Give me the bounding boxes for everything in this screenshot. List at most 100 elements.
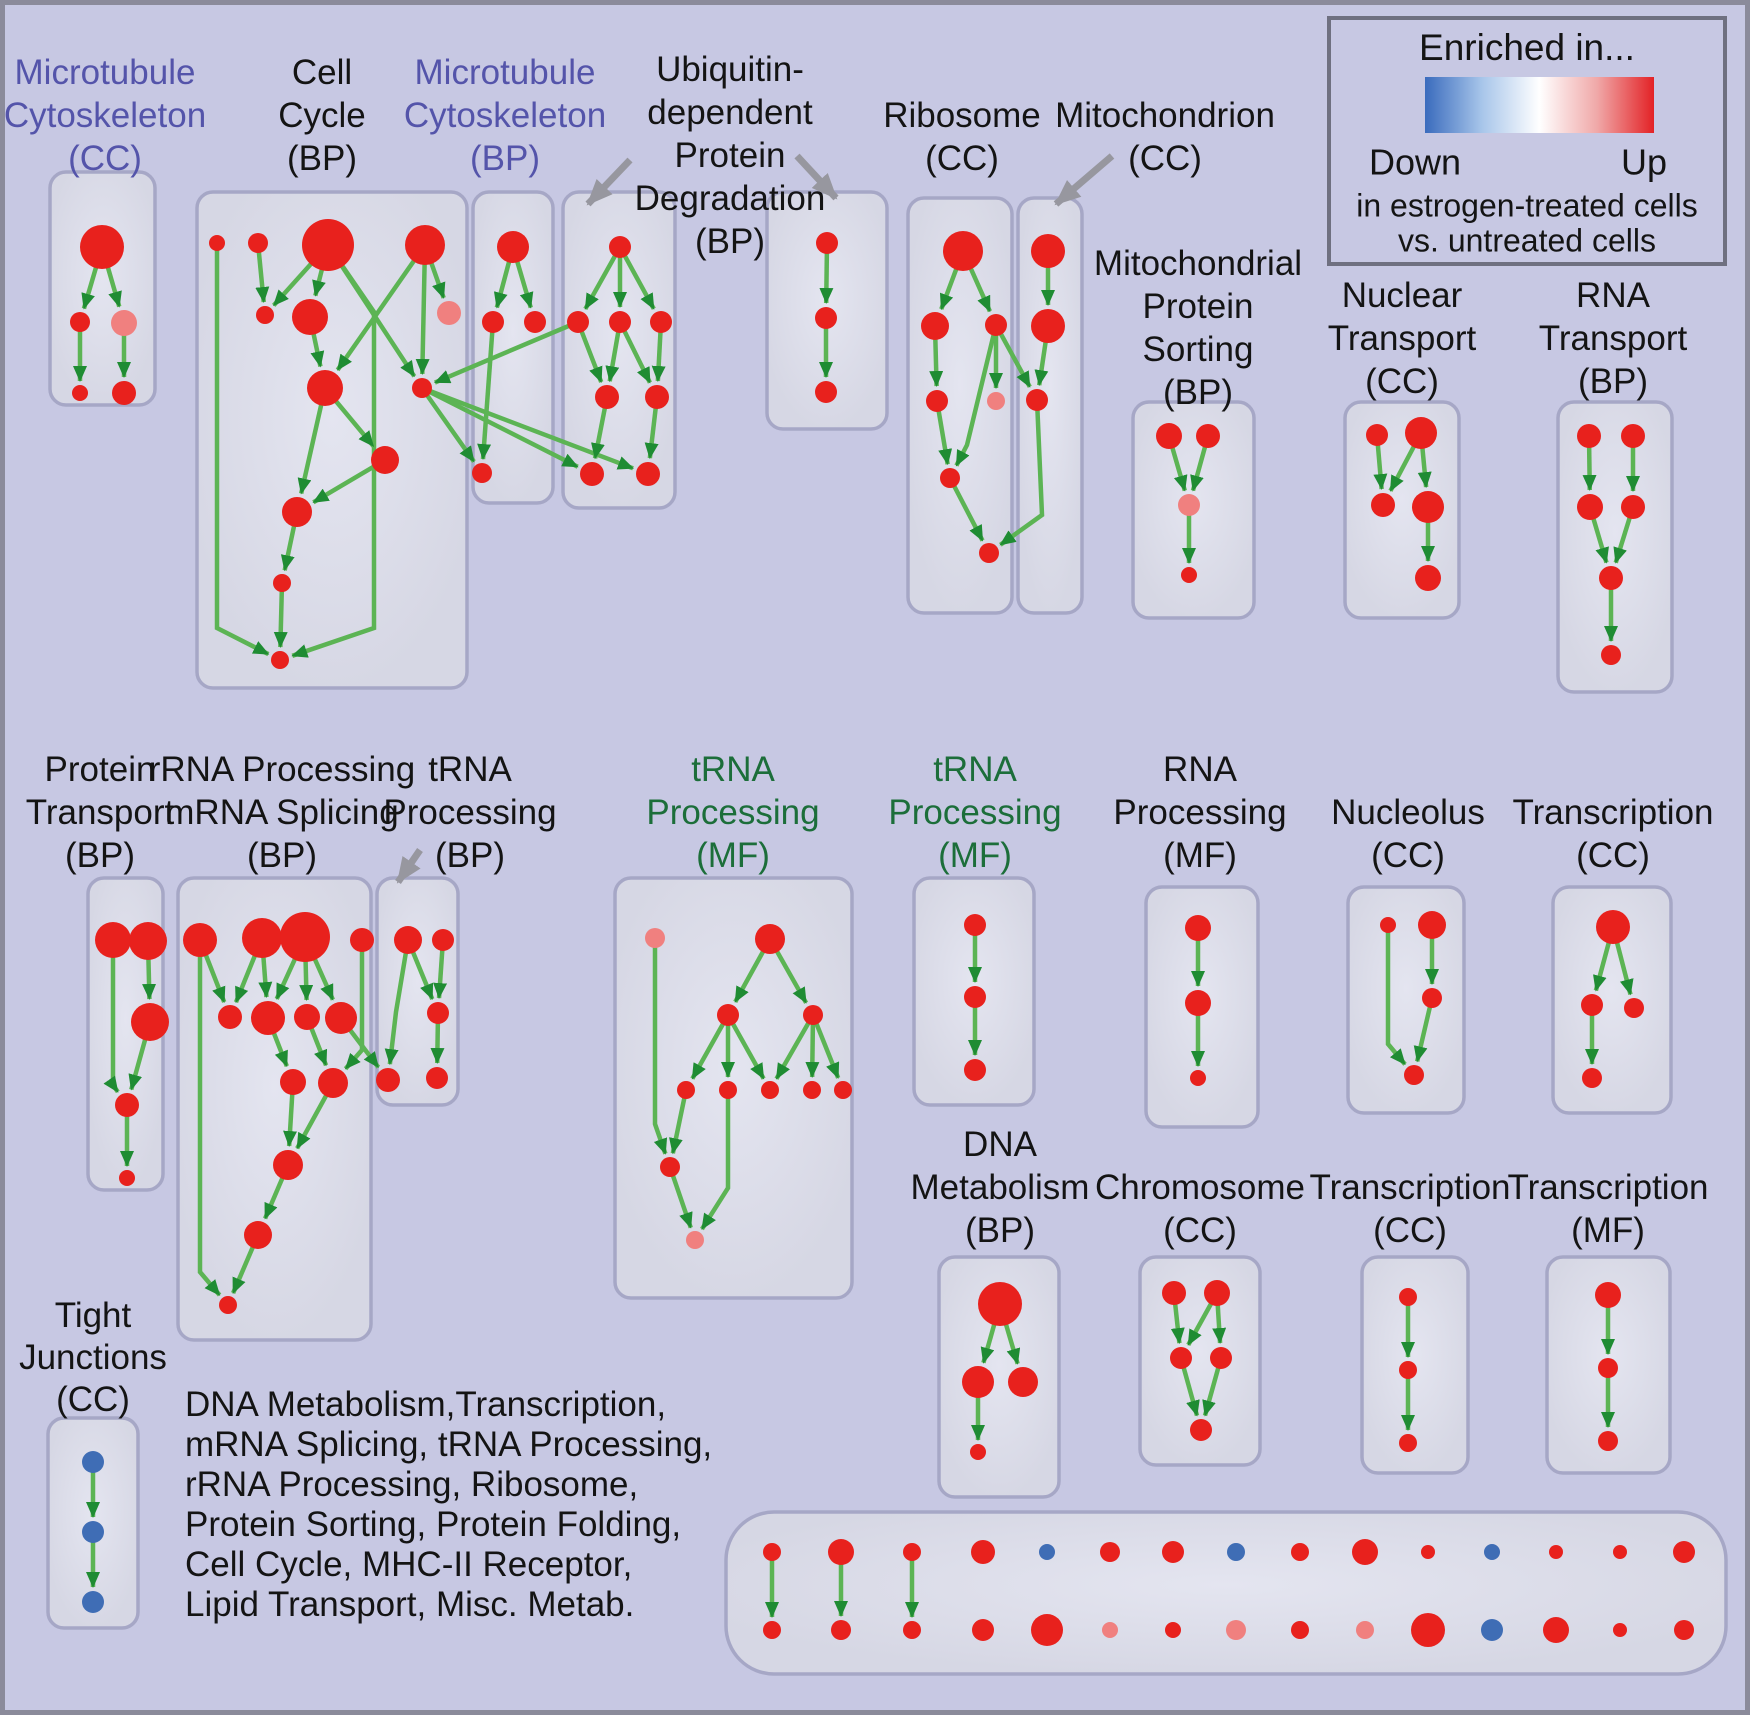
node-q5 <box>119 1170 135 1186</box>
node-w11 <box>273 1150 303 1180</box>
node-p2 <box>1196 424 1220 448</box>
node-ua_l <box>567 311 589 333</box>
label-cell-cycle: Cell Cycle (BP) <box>278 53 366 178</box>
box-microtubule-cc <box>48 170 157 407</box>
node-ua_m <box>609 311 631 333</box>
node-k2 <box>1185 990 1211 1016</box>
node-s7t <box>1162 1541 1184 1563</box>
label-trna-processing-bp: tRNA Processing (BP) <box>383 750 556 875</box>
edge-tmL-tb3 <box>726 1013 766 1080</box>
node-cc3 <box>302 219 354 271</box>
legend-box <box>1327 16 1727 266</box>
legend-up-label: Up <box>1621 142 1667 183</box>
node-rt3 <box>1577 494 1603 520</box>
label-rna-processing-mf: RNA Processing (MF) <box>1113 750 1286 875</box>
node-ut <box>609 236 631 258</box>
label-microtubule-bp: Microtubule Cytoskeleton (BP) <box>404 53 606 178</box>
node-s12t <box>1484 1544 1500 1560</box>
cluster-labels: Microtubule Cytoskeleton (CC) Cell Cycle (BP)… <box>4 50 1714 1624</box>
node-mb2 <box>482 311 504 333</box>
node-s5b <box>1031 1614 1063 1646</box>
node-cc7 <box>437 301 461 325</box>
edge-nc1-nc4 <box>1385 925 1407 1066</box>
node-v3 <box>964 1059 986 1081</box>
label-nucleolus: Nucleolus (CC) <box>1331 793 1485 875</box>
box-ubiquitin-1 <box>561 190 677 510</box>
edge-m3-rb <box>999 399 1045 547</box>
node-v1 <box>964 914 986 936</box>
node-cc6 <box>292 299 328 335</box>
node-w7 <box>294 1004 320 1030</box>
edge-w1-w13 <box>197 940 222 1297</box>
box-transcription-cc-2 <box>1551 885 1673 1115</box>
node-tlo <box>660 1157 680 1177</box>
node-rt1 <box>1577 424 1601 448</box>
edge-ua_m-ua3r <box>617 321 652 384</box>
node-s1t <box>763 1543 781 1561</box>
node-w10 <box>318 1068 348 1098</box>
node-nc3 <box>1422 988 1442 1008</box>
node-tB <box>432 929 454 951</box>
node-m3 <box>1026 389 1048 411</box>
node-nu2 <box>1405 417 1437 449</box>
node-q3 <box>131 1003 169 1041</box>
pointer-mitochondrion <box>1053 153 1115 207</box>
node-r6 <box>940 468 960 488</box>
edge-tmL-tb1 <box>690 1013 730 1080</box>
edge-rmr-r6 <box>954 324 999 467</box>
node-w4 <box>350 928 374 952</box>
edge-cc9-ua_bl <box>420 385 579 469</box>
legend: Enriched in... Down Up in estrogen-treated … <box>1327 16 1727 266</box>
node-s8t <box>1227 1543 1245 1561</box>
node-s4t <box>971 1540 995 1564</box>
label-chromosome: Chromosome (CC) <box>1095 1168 1305 1250</box>
box-nuclear-transport <box>1343 400 1461 620</box>
node-h3 <box>1598 1431 1618 1451</box>
node-mc3 <box>111 310 137 336</box>
node-f1 <box>1162 1281 1186 1305</box>
edge-pT-tlo <box>652 938 668 1155</box>
label-trna-processing-mf-1: tRNA Processing (MF) <box>646 750 819 875</box>
node-w5 <box>218 1005 242 1029</box>
node-ua3l <box>595 385 619 409</box>
node-w3 <box>280 912 330 962</box>
node-s13t <box>1549 1545 1563 1559</box>
node-m1 <box>1031 234 1065 268</box>
legend-condition-line2: vs. untreated cells <box>1398 222 1656 258</box>
edge-cc4-cc8 <box>335 243 427 372</box>
node-mc4 <box>72 385 88 401</box>
legend-down-label: Down <box>1369 142 1461 183</box>
label-ubiquitin: Ubiquitin-dependent Protein Degradation (BP… <box>635 50 826 261</box>
node-nc1 <box>1380 917 1396 933</box>
node-mb4 <box>472 463 492 483</box>
node-e3 <box>1008 1367 1038 1397</box>
edge-tmR-tb5 <box>810 1014 841 1079</box>
node-m2 <box>1031 309 1065 343</box>
node-cc5 <box>256 306 274 324</box>
node-w12 <box>244 1221 272 1249</box>
node-s14b <box>1613 1623 1627 1637</box>
node-f2 <box>1204 1280 1230 1306</box>
box-chromosome <box>1138 1255 1262 1467</box>
box-dna-metabolism <box>937 1255 1061 1499</box>
node-s15b <box>1674 1620 1694 1640</box>
node-s2t <box>828 1539 854 1565</box>
node-cc1 <box>209 235 225 251</box>
node-rt <box>943 231 983 271</box>
box-mixed-strip <box>724 1510 1728 1676</box>
edge-tmR-tb4 <box>805 1014 820 1079</box>
edge-cc1-cc13 <box>214 243 270 657</box>
node-mc2 <box>70 312 90 332</box>
node-j3 <box>82 1591 104 1613</box>
node-s10b <box>1356 1621 1374 1639</box>
node-tb3 <box>761 1081 779 1099</box>
node-tmR <box>803 1005 823 1025</box>
node-f3 <box>1170 1347 1192 1369</box>
node-w2 <box>242 918 282 958</box>
edge-tlo-tpB <box>667 1166 693 1229</box>
node-tA <box>394 926 422 954</box>
node-q1 <box>95 922 131 958</box>
